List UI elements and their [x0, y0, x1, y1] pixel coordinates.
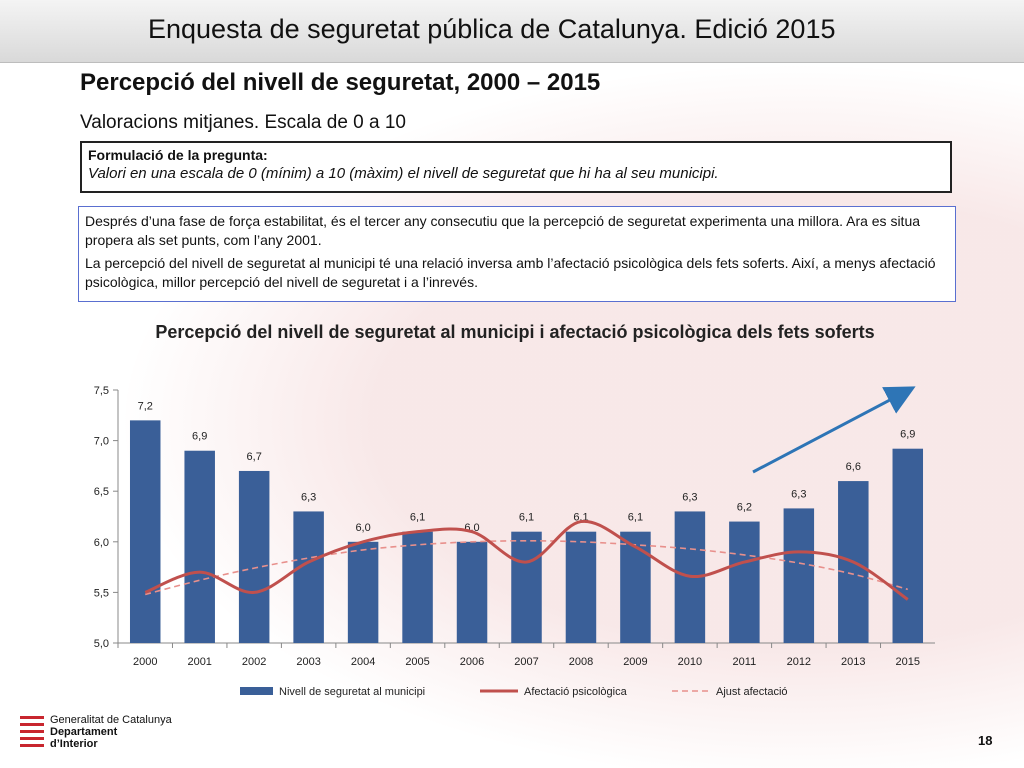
bar-label-2012: 6,3: [791, 488, 806, 500]
x-tick-label-2001: 2001: [187, 656, 211, 668]
bar-2007: [511, 531, 542, 643]
chart-title: Percepció del nivell de seguretat al mun…: [155, 322, 875, 342]
bar-2000: [129, 420, 161, 643]
bar-label-2007: 6,1: [519, 512, 534, 524]
legend-swatch-bar: [240, 687, 273, 695]
trend-line-ajust-afectacio: [145, 539, 908, 596]
x-tick-label-2011: 2011: [733, 656, 757, 668]
question-text: Valori en una escala de 0 (mínim) a 10 (…: [88, 165, 719, 182]
bar-2012: [783, 508, 815, 643]
chart-svg: 5,05,56,06,57,07,57,26,96,76,36,06,16,06…: [94, 385, 935, 698]
bar-label-2002: 6,7: [247, 451, 262, 463]
org-line-1: Generalitat de Catalunya: [50, 714, 172, 726]
y-tick-label: 5,0: [94, 638, 109, 650]
bar-label-2004: 6,0: [355, 522, 370, 534]
y-tick-label: 6,5: [94, 486, 109, 498]
y-tick-label: 6,0: [94, 537, 109, 549]
bar-label-2013: 6,6: [846, 461, 861, 473]
legend-label-bar: Nivell de seguretat al municipi: [279, 686, 425, 698]
org-line-2: Departament: [50, 726, 118, 738]
x-tick-label-2007: 2007: [514, 656, 538, 668]
x-tick-label-2005: 2005: [405, 656, 429, 668]
question-box: Formulació de la pregunta: Valori en una…: [80, 141, 952, 193]
x-tick-label-2003: 2003: [296, 656, 320, 668]
bar-label-2000: 7,2: [138, 400, 153, 412]
bar-label-2001: 6,9: [192, 431, 207, 443]
x-tick-label-2012: 2012: [787, 656, 811, 668]
x-tick-label-2015: 2015: [896, 656, 920, 668]
y-tick-label: 5,5: [94, 587, 109, 599]
bar-label-2005: 6,1: [410, 512, 425, 524]
bar-2009: [620, 531, 651, 643]
org-line-3: d’Interior: [50, 738, 98, 750]
x-tick-label-2006: 2006: [460, 656, 484, 668]
bar-2004: [347, 541, 379, 643]
header-title: Enquesta de seguretat pública de Catalun…: [148, 14, 836, 44]
x-tick-label-2002: 2002: [242, 656, 266, 668]
legend-label-trend: Ajust afectació: [716, 686, 788, 698]
bar-2003: [293, 511, 324, 643]
x-tick-label-2000: 2000: [133, 656, 157, 668]
bar-2008: [565, 531, 597, 643]
bar-2002: [238, 470, 270, 643]
x-tick-label-2004: 2004: [351, 656, 375, 668]
bar-label-2003: 6,3: [301, 491, 316, 503]
bar-2006: [456, 541, 488, 643]
slide-subtitle: Valoracions mitjanes. Escala de 0 a 10: [80, 112, 406, 133]
info-paragraph-1: Després d’una fase de força estabilitat,…: [85, 213, 921, 248]
bar-label-2011: 6,2: [737, 502, 752, 514]
chart-container: Percepció del nivell de seguretat al mun…: [60, 312, 960, 712]
x-tick-label-2013: 2013: [841, 656, 865, 668]
page-number: 18: [978, 733, 993, 748]
bar-2001: [184, 450, 215, 643]
info-box: Després d’una fase de força estabilitat,…: [78, 206, 956, 302]
bar-2011: [729, 521, 760, 643]
bar-label-2015: 6,9: [900, 429, 915, 441]
y-tick-label: 7,0: [94, 436, 109, 448]
header-bar: [0, 0, 1024, 63]
x-tick-label-2010: 2010: [678, 656, 702, 668]
senyera-icon: [20, 714, 44, 748]
bar-2015: [892, 448, 924, 643]
slide-title: Percepció del nivell de seguretat, 2000 …: [80, 69, 601, 96]
legend-label-line: Afectació psicològica: [524, 686, 628, 698]
bar-label-2009: 6,1: [628, 512, 643, 524]
generalitat-logo: Generalitat de Catalunya Departament d’I…: [20, 714, 172, 750]
info-paragraph-2: La percepció del nivell de seguretat al …: [85, 255, 936, 290]
x-tick-label-2009: 2009: [623, 656, 647, 668]
y-tick-label: 7,5: [94, 385, 109, 397]
line-afectacio-psicologica: [144, 519, 909, 601]
bar-2005: [402, 531, 433, 643]
x-tick-label-2008: 2008: [569, 656, 593, 668]
question-label: Formulació de la pregunta:: [88, 147, 268, 163]
bar-label-2010: 6,3: [682, 491, 697, 503]
trend-arrow-icon: [752, 386, 916, 474]
